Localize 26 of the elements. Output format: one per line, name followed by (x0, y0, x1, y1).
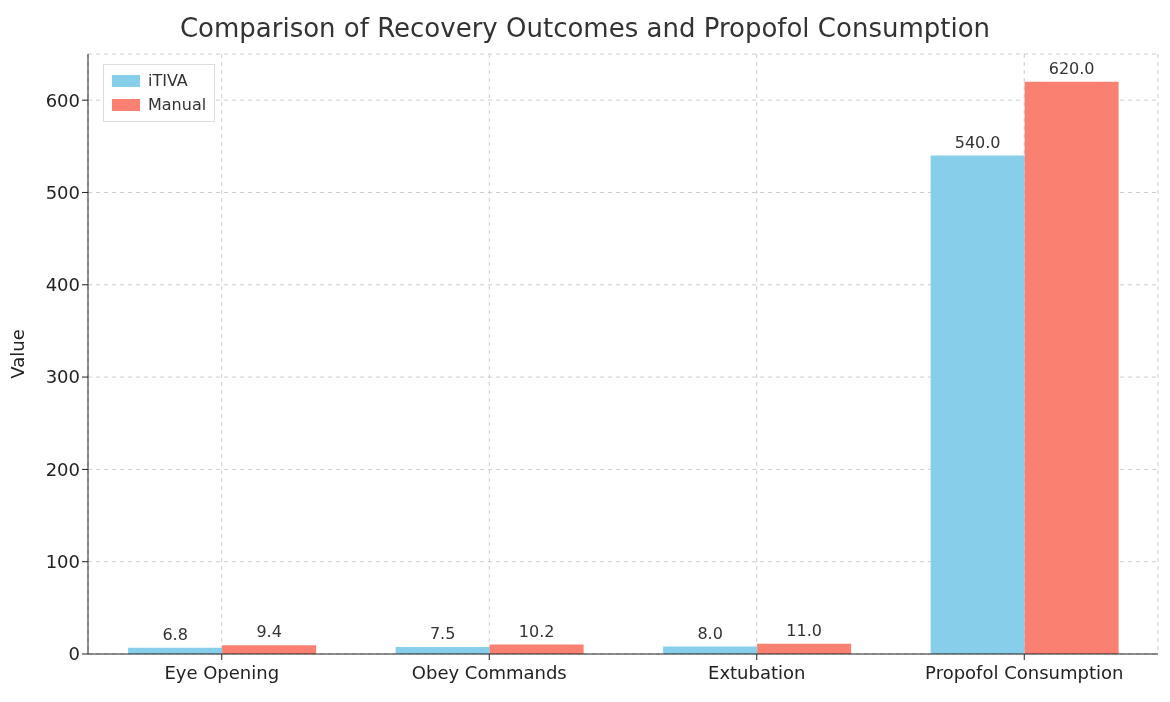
data-label: 7.5 (429, 624, 456, 644)
legend-label: Manual (148, 94, 207, 116)
data-label: 11.0 (786, 620, 822, 640)
data-label: 8.0 (697, 623, 723, 643)
y-tick-label: 100 (45, 551, 80, 573)
data-label: 10.2 (518, 621, 555, 641)
bar (222, 645, 317, 654)
bar (930, 155, 1025, 654)
y-tick-label: 500 (45, 181, 80, 203)
y-tick-label: 200 (45, 458, 80, 480)
y-tick-label: 300 (45, 366, 80, 388)
data-label: 9.4 (256, 622, 282, 642)
data-label: 540.0 (954, 132, 1001, 152)
data-label: 6.8 (162, 624, 188, 644)
x-tick-label: Obey Commands (411, 661, 567, 683)
y-tick-label: 600 (45, 89, 80, 111)
chart-title: Comparison of Recovery Outcomes and Propofol Consumption (178, 12, 992, 45)
bar (1024, 81, 1119, 654)
y-tick-label: 0 (68, 643, 80, 665)
x-tick-label: Propofol Consumption (925, 661, 1124, 683)
legend-label: iTIVA (148, 70, 188, 92)
y-tick-label: 400 (45, 274, 80, 296)
y-axis-title: Value (7, 329, 29, 379)
x-tick-label: Eye Opening (164, 661, 280, 683)
x-tick-label: Extubation (708, 661, 806, 683)
data-label: 620.0 (1048, 58, 1095, 78)
